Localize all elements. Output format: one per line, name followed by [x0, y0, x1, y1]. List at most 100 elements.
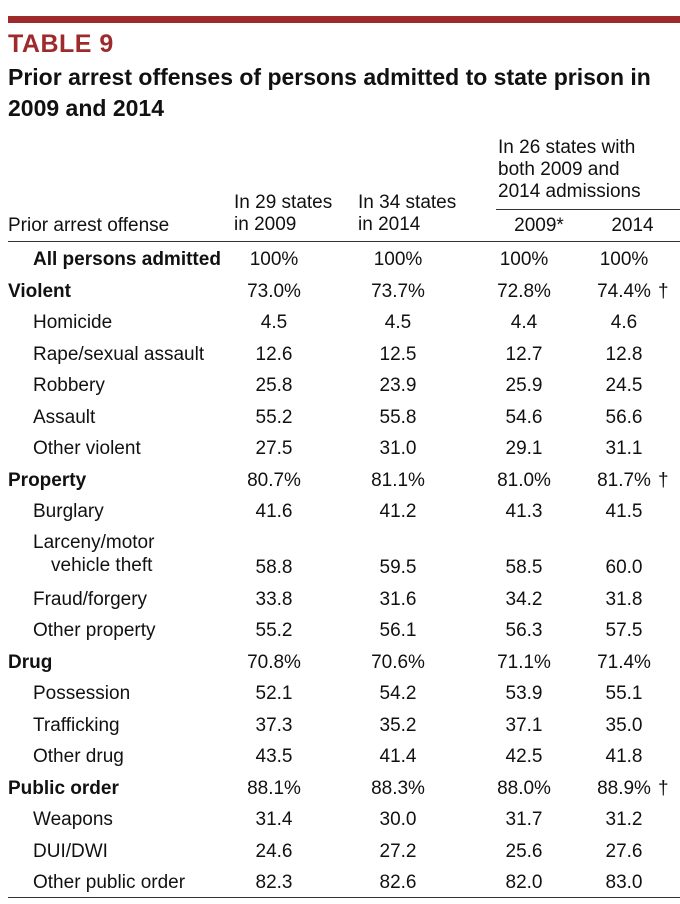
cell-34-states: 88.3%	[371, 777, 425, 799]
cell-34-states: 23.9	[379, 375, 417, 396]
table-header: Prior arrest offense In 29 states in 200…	[0, 0, 680, 240]
cell-26-2009: 42.5	[505, 746, 543, 767]
cell-34-states: 73.7%	[371, 280, 425, 302]
header-offense: Prior arrest offense	[8, 215, 170, 236]
cell-34-states: 4.5	[384, 312, 412, 333]
row-label: Possession	[33, 683, 131, 704]
row-label: Other drug	[33, 746, 124, 767]
row-label-line2: vehicle theft	[51, 554, 153, 576]
cell-34-states: 30.0	[379, 809, 417, 830]
cell-29-states: 82.3	[255, 872, 293, 893]
header-26-2009: 2009*	[514, 215, 564, 236]
cell-29-states: 4.5	[260, 312, 288, 333]
cell-26-2009: 58.5	[505, 556, 543, 578]
cell-34-states: 31.0	[379, 438, 417, 459]
cell-34-states: 54.2	[379, 683, 417, 704]
cell-29-states: 58.8	[255, 556, 293, 578]
cell-29-states: 31.4	[255, 809, 293, 830]
cell-29-states: 33.8	[255, 588, 293, 610]
cell-value: 60.0	[605, 556, 643, 578]
header-29-states-line1: In 29 states	[234, 192, 333, 213]
header-34-states-line2: in 2014	[358, 214, 421, 235]
row-label: Weapons	[33, 809, 113, 830]
cell-value: 71.4%	[597, 651, 651, 673]
cell-34-states: 12.5	[379, 343, 417, 365]
row-label: Robbery	[33, 375, 105, 396]
cell-26-2014: 12.8	[592, 339, 680, 371]
cell-value: 35.0	[605, 714, 643, 736]
table-row: DUI/DWI 24.6 27.2 25.6 27.6	[0, 836, 680, 868]
cell-value: 81.7%	[597, 469, 651, 491]
table-row: Weapons 31.4 30.0 31.7 31.2	[0, 804, 680, 836]
table-title: Prior arrest offenses of persons admitte…	[8, 64, 651, 121]
cell-26-2014: 83.0	[592, 867, 680, 899]
bottom-rule	[8, 897, 680, 898]
table-row: Burglary 41.6 41.2 41.3 41.5	[0, 496, 680, 528]
cell-29-states: 88.1%	[247, 777, 301, 799]
cell-value: 27.6	[605, 840, 643, 862]
table-row: Violent 73.0% 73.7% 72.8% 74.4% †	[0, 276, 680, 308]
header-26-states-line2: both 2009 and	[498, 159, 620, 180]
header-34-states-line1: In 34 states	[358, 192, 457, 213]
cell-26-2014: 88.9% †	[592, 773, 680, 805]
cell-26-2009: 71.1%	[497, 651, 551, 673]
table-row: Larceny/motor vehicle theft 58.8 59.5 58.…	[0, 528, 680, 584]
table-row: Fraud/forgery 33.8 31.6 34.2 31.8	[0, 584, 680, 616]
table-row: Other public order 82.3 82.6 82.0 83.0	[0, 867, 680, 899]
cell-26-2009: 100%	[499, 249, 549, 270]
table-row: Other drug 43.5 41.4 42.5 41.8	[0, 741, 680, 773]
header-underline	[8, 241, 680, 242]
cell-26-2009: 25.6	[505, 840, 543, 862]
cell-value: 24.5	[605, 375, 643, 396]
cell-26-2014: 41.8	[592, 741, 680, 773]
cell-value: 100%	[599, 249, 649, 270]
cell-29-states: 43.5	[255, 746, 293, 767]
row-label: Other property	[33, 620, 156, 641]
cell-26-2014: 60.0	[592, 552, 680, 584]
cell-value: 56.6	[605, 406, 643, 428]
cell-34-states: 27.2	[379, 840, 417, 862]
cell-26-2014: 24.5	[592, 370, 680, 402]
cell-34-states: 35.2	[379, 714, 417, 736]
row-label: Property	[8, 469, 87, 491]
cell-26-2014: 41.5	[592, 496, 680, 528]
row-label: Drug	[8, 651, 53, 673]
cell-29-states: 25.8	[255, 375, 293, 396]
cell-26-2009: 81.0%	[497, 469, 551, 491]
cell-26-2014: 71.4%	[592, 647, 680, 679]
table-row: Trafficking 37.3 35.2 37.1 35.0	[0, 710, 680, 742]
cell-29-states: 70.8%	[247, 651, 301, 673]
cell-26-2014: 56.6	[592, 402, 680, 434]
row-label: DUI/DWI	[33, 840, 108, 862]
cell-26-2009: 31.7	[505, 809, 543, 830]
cell-value: 31.8	[605, 588, 643, 610]
header-34-states: In 34 states in 2014	[358, 192, 478, 236]
header-29-states: In 29 states in 2009	[234, 192, 354, 236]
cell-26-2009: 56.3	[505, 620, 543, 641]
cell-34-states: 41.2	[379, 501, 417, 522]
cell-29-states: 24.6	[255, 840, 293, 862]
cell-29-states: 100%	[249, 249, 299, 270]
cell-26-2009: 82.0	[505, 872, 543, 893]
row-label: Homicide	[33, 312, 113, 333]
cell-26-2014: 27.6	[592, 836, 680, 868]
cell-34-states: 56.1	[379, 620, 417, 641]
cell-26-2009: 88.0%	[497, 777, 551, 799]
cell-26-2009: 41.3	[505, 501, 543, 522]
cell-34-states: 31.6	[379, 588, 417, 610]
cell-34-states: 82.6	[379, 872, 417, 893]
header-29-states-line2: in 2009	[234, 214, 297, 235]
row-label: Other public order	[33, 872, 186, 893]
row-label: All persons admitted	[33, 249, 221, 270]
cell-value: 57.5	[605, 620, 643, 641]
cell-34-states: 59.5	[379, 556, 417, 578]
table-row: Homicide 4.5 4.5 4.4 4.6	[0, 307, 680, 339]
row-label: Rape/sexual assault	[33, 343, 205, 365]
row-label: Assault	[33, 406, 96, 428]
significance-mark: †	[658, 280, 669, 302]
cell-value: 12.8	[605, 343, 643, 365]
header-26-2014: 2014	[611, 215, 654, 236]
cell-26-2014: 31.8	[592, 584, 680, 616]
header-26-states-line3: 2014 admissions	[498, 181, 641, 202]
cell-26-2009: 72.8%	[497, 280, 551, 302]
